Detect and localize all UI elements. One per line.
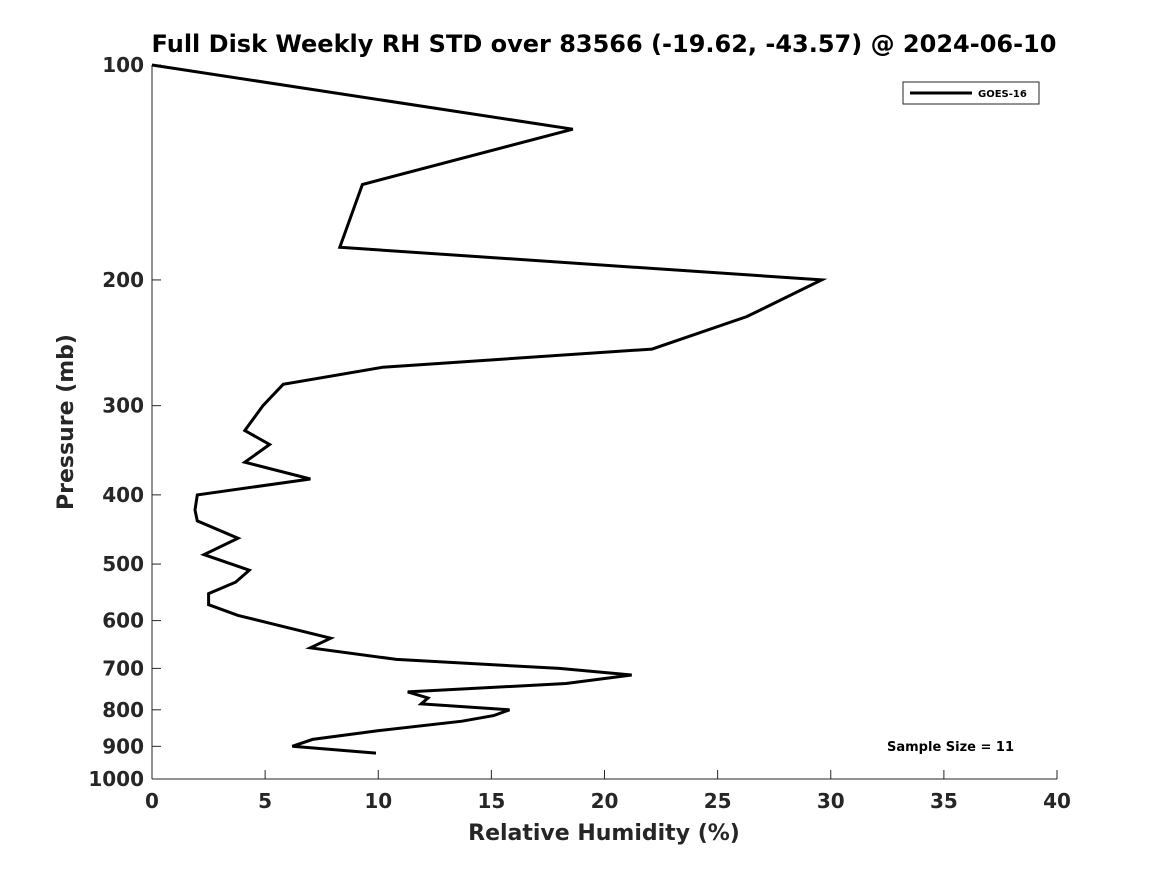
- chart-title: Full Disk Weekly RH STD over 83566 (-19.…: [152, 30, 1057, 58]
- x-tick-label: 0: [145, 789, 159, 813]
- y-tick-label: 200: [102, 268, 144, 292]
- x-ticks: 0 5 10 15 20 25 30 35 40: [145, 770, 1071, 813]
- y-axis-label: Pressure (mb): [54, 334, 79, 510]
- x-axis-label: Relative Humidity (%): [468, 821, 740, 846]
- x-tick-label: 25: [704, 789, 732, 813]
- sample-size-annotation: Sample Size = 11: [887, 740, 1014, 755]
- y-tick-label: 100: [102, 53, 144, 77]
- series-layer: [151, 63, 828, 755]
- x-tick-label: 15: [477, 789, 505, 813]
- y-tick-label: 700: [102, 656, 144, 680]
- x-tick-label: 40: [1043, 789, 1071, 813]
- y-tick-label: 600: [102, 609, 144, 633]
- x-tick-label: 20: [591, 789, 619, 813]
- y-tick-label: 300: [102, 394, 144, 418]
- x-tick-label: 10: [364, 789, 392, 813]
- legend: GOES-16: [902, 81, 1040, 105]
- y-tick-label: 1000: [88, 767, 144, 791]
- x-tick-label: 5: [258, 789, 272, 813]
- x-tick-label: 35: [930, 789, 958, 813]
- y-tick-label: 500: [102, 552, 144, 576]
- legend-label-goes-16: GOES-16: [978, 89, 1027, 100]
- series-line-goes-16: [151, 63, 828, 755]
- y-tick-label: 400: [102, 483, 144, 507]
- y-ticks: 100 200 300 400 500 600 700 800 900 1000: [88, 53, 161, 791]
- x-tick-label: 30: [817, 789, 845, 813]
- y-tick-label: 800: [102, 698, 144, 722]
- y-tick-label: 900: [102, 734, 144, 758]
